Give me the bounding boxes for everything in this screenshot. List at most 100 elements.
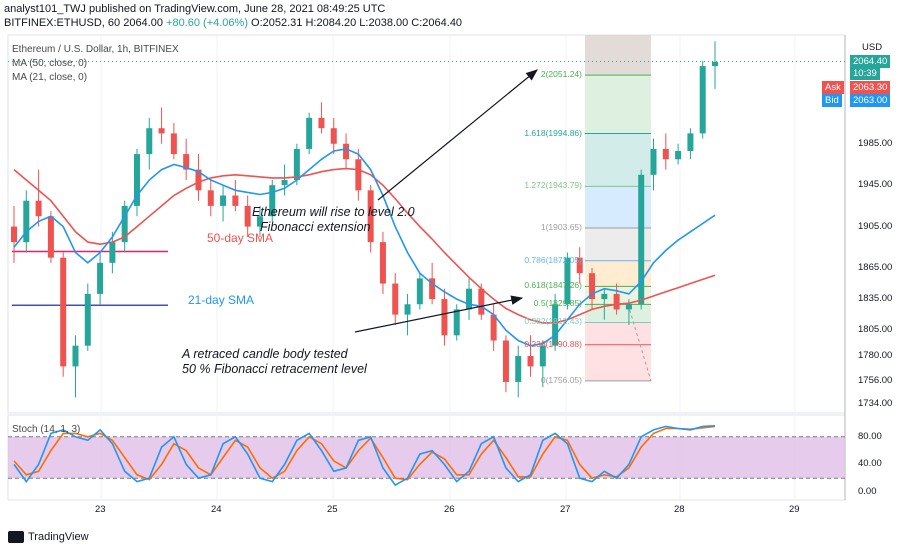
arrow-rise: [377, 69, 538, 201]
x-tick-26: 26: [444, 504, 455, 515]
fib-label-8: 0.236(1790.88): [524, 338, 582, 349]
label-50-day-sma: 50-day SMA: [207, 231, 274, 245]
candle-body-8: [109, 242, 116, 263]
price-tick-8: 1734.00: [858, 397, 893, 409]
annotation-retrace-line1: A retraced candle body tested: [182, 347, 348, 361]
candle-body-37: [466, 288, 473, 310]
candle-body-25: [318, 117, 325, 129]
candle-body-22: [281, 179, 288, 186]
price-tick-4: 1835.00: [858, 293, 893, 305]
tradingview-logo[interactable]: TradingView: [8, 531, 89, 543]
fib-label-5: 0.618(1847.26): [524, 280, 582, 291]
fib-zone-0: [585, 75, 651, 134]
candle-body-2: [35, 200, 42, 217]
candle-body-17: [220, 195, 227, 206]
fib-zone-top: [585, 35, 651, 76]
price-tick-5: 1805.00: [858, 324, 893, 336]
candle-body-9: [121, 205, 128, 243]
candle-body-52: [650, 148, 657, 175]
candle-body-47: [589, 273, 596, 300]
candle-body-1: [23, 200, 30, 243]
candle-body-44: [552, 304, 559, 346]
fib-label-0: 2(2051.24): [540, 69, 582, 80]
candle-body-0: [11, 226, 17, 243]
candle-body-14: [183, 154, 190, 170]
fib-label-9: 0(1756.05): [540, 374, 582, 385]
candle-body-4: [60, 257, 67, 367]
price-tick-7: 1756.00: [858, 374, 893, 386]
symbol-ohlc-line: BITFINEX:ETHUSD, 60 2064.00 +80.60 (+4.0…: [4, 17, 462, 29]
label-21-day-sma: 21-day SMA: [188, 293, 255, 307]
stoch-tick-0: 80.00: [858, 430, 882, 442]
ask-label: Ask: [822, 81, 844, 94]
fib-label-3: 1(1903.65): [540, 221, 582, 232]
candle-body-19: [244, 205, 251, 227]
price-tick-2: 1905.00: [858, 220, 893, 232]
candle-body-43: [539, 345, 546, 367]
candle-body-36: [453, 309, 460, 336]
price-tick-3: 1865.00: [858, 262, 893, 273]
ask-price: 2063.30: [850, 81, 891, 94]
tradingview-icon: [8, 531, 24, 543]
ohlc: O:2052.31 H:2084.20 L:2038.00 C:2064.40: [251, 17, 463, 29]
annotation-retrace-line2: 50 % Fibonacci retracement level: [182, 362, 367, 376]
candle-body-48: [601, 293, 608, 300]
x-tick-24: 24: [211, 504, 222, 515]
change: +80.60 (+4.06%): [166, 17, 248, 29]
fib-label-4: 0.786(1872.05): [524, 254, 582, 265]
chart-legend-title: Ethereum / U.S. Dollar, 1h, BITFINEX: [12, 44, 179, 55]
candle-body-40: [502, 340, 509, 382]
legend-stoch: Stoch (14, 1, 3): [12, 424, 81, 435]
candle-body-15: [195, 169, 202, 191]
x-tick-27: 27: [560, 504, 571, 515]
candle-body-23: [293, 148, 300, 180]
stoch-tick-2: 0.00: [858, 486, 877, 497]
price-tick-0: 1985.00: [858, 137, 893, 149]
candle-body-20: [256, 216, 263, 227]
fib-zone-8: [585, 344, 651, 381]
candle-body-6: [84, 293, 91, 346]
candle-body-56: [699, 66, 706, 134]
candle-body-18: [232, 195, 239, 206]
ma21-line: [13, 148, 716, 347]
candle-body-3: [47, 216, 54, 258]
fib-label-1: 1.618(1994.86): [524, 127, 582, 138]
fib-label-2: 1.272(1943.79): [524, 180, 582, 191]
annotation-rise-line2: Fibonacci extension: [260, 220, 371, 234]
candle-body-34: [429, 278, 436, 300]
annotation-rise: Ethereum will rise to level 2.0 Fibonacc…: [252, 205, 415, 235]
candle-body-46: [576, 257, 583, 274]
candle-body-51: [638, 174, 645, 305]
fib-label-7: 0.382(1812.43): [524, 316, 582, 327]
candle-body-11: [146, 128, 153, 155]
candle-body-41: [515, 356, 522, 382]
last-price: 2064.00: [123, 17, 163, 29]
publish-info: analyst101_TWJ published on TradingView.…: [4, 3, 386, 15]
ma50-line: [13, 167, 716, 324]
candle-body-39: [490, 314, 497, 341]
candle-body-55: [687, 133, 694, 151]
candle-body-35: [441, 299, 448, 336]
fib-zone-6: [585, 304, 651, 323]
candle-body-26: [330, 128, 337, 144]
candle-body-31: [392, 283, 399, 315]
annotation-retrace: A retraced candle body tested 50 % Fibon…: [182, 347, 367, 377]
candle-body-5: [72, 345, 79, 367]
candle-body-12: [158, 128, 165, 134]
currency-label: USD: [862, 42, 883, 53]
candle-body-57: [712, 61, 718, 67]
candle-body-38: [478, 288, 485, 315]
candle-body-28: [355, 159, 362, 191]
candle-body-33: [416, 278, 423, 305]
candle-body-30: [379, 242, 386, 284]
arrow-retrace: [354, 295, 524, 333]
x-tick-23: 23: [95, 504, 106, 515]
candle-body-24: [306, 117, 313, 149]
price-pane: [7, 34, 846, 414]
stoch-k-line: [13, 425, 716, 487]
candle-body-13: [170, 133, 177, 155]
candle-body-27: [343, 143, 350, 160]
price-tick-6: 1780.00: [858, 350, 893, 362]
candle-body-10: [133, 154, 140, 206]
